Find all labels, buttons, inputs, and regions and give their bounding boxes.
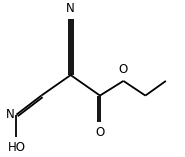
Text: N: N bbox=[6, 108, 15, 121]
Text: O: O bbox=[119, 63, 128, 76]
Text: N: N bbox=[66, 2, 75, 15]
Text: O: O bbox=[95, 126, 105, 139]
Text: HO: HO bbox=[7, 141, 26, 154]
